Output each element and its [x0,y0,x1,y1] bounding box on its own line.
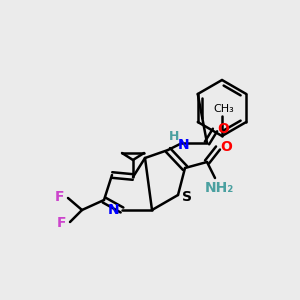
Text: N: N [108,203,120,217]
Text: H: H [169,130,179,142]
Text: F: F [55,190,65,204]
Text: NH₂: NH₂ [204,181,234,195]
Text: O: O [217,122,229,136]
Text: S: S [182,190,192,204]
Text: F: F [57,216,67,230]
Text: CH₃: CH₃ [214,104,234,114]
Text: O: O [220,140,232,154]
Text: N: N [178,138,190,152]
